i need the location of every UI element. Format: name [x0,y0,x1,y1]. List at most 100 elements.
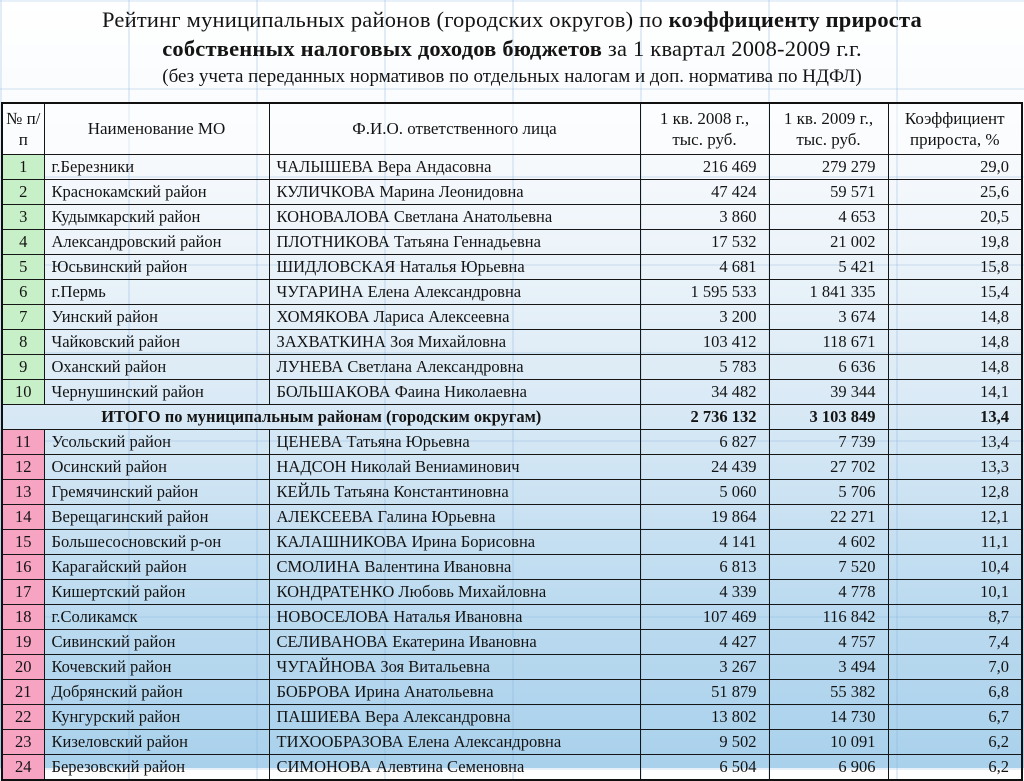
person-cell: СМОЛИНА Валентина Ивановна [268,554,641,580]
coef-cell: 7,4 [887,629,1023,655]
rank-cell: 16 [1,554,45,580]
value-2008-cell: 3 200 [639,304,770,330]
coef-cell: 6,2 [887,754,1023,781]
value-2009-cell: 279 279 [768,154,889,180]
rank-cell: 11 [1,429,45,455]
value-2009-cell: 59 571 [768,179,889,205]
table-row: 16 Карагайский район СМОЛИНА Валентина Ива… [1,554,1023,580]
title-line-1: Рейтинг муниципальных районов (городских… [102,7,922,32]
rating-table: № п/п Наименование МО Ф.И.О. ответственн… [1,102,1023,781]
person-cell: КУЛИЧКОВА Марина Леонидовна [268,179,641,205]
value-2008-cell: 34 482 [639,379,770,405]
value-2008-cell: 4 427 [639,629,770,655]
coef-cell: 25,6 [887,179,1023,205]
person-cell: ХОМЯКОВА Лариса Алексеевна [268,304,641,330]
value-2009-cell: 27 702 [768,454,889,480]
coef-cell: 11,1 [887,529,1023,555]
rank-cell: 18 [1,604,45,630]
person-cell: СЕЛИВАНОВА Екатерина Ивановна [268,629,641,655]
rank-cell: 17 [1,579,45,605]
rank-cell: 6 [1,279,45,305]
value-2009-cell: 7 739 [768,429,889,455]
value-2008-cell: 6 827 [639,429,770,455]
value-2009-cell: 118 671 [768,329,889,355]
header-row: № п/п Наименование МО Ф.И.О. ответственн… [1,102,1023,155]
rank-cell: 23 [1,729,45,755]
value-2008-cell: 19 864 [639,504,770,530]
value-2008-cell: 3 860 [639,204,770,230]
rank-cell: 8 [1,329,45,355]
value-2008-cell: 4 339 [639,579,770,605]
rank-cell: 22 [1,704,45,730]
rank-cell: 10 [1,379,45,405]
table-row: 4 Александровский район ПЛОТНИКОВА Татьяна… [1,229,1023,255]
table-header: № п/п Наименование МО Ф.И.О. ответственн… [1,102,1023,155]
district-cell: Кочевский район [43,654,270,680]
rank-cell: 14 [1,504,45,530]
value-2009-cell: 5 706 [768,479,889,505]
rank-cell: 24 [1,754,45,781]
person-cell: БОБРОВА Ирина Анатольевна [268,679,641,705]
value-2008-cell: 5 060 [639,479,770,505]
coef-cell: 10,4 [887,554,1023,580]
rank-cell: 20 [1,654,45,680]
district-cell: Чернушинский район [43,379,270,405]
coef-cell: 6,7 [887,704,1023,730]
table-row: 1 г.Березники ЧАЛЫШЕВА Вера Андасовна 216 4… [1,154,1023,180]
value-2008-cell: 6 504 [639,754,770,781]
coef-cell: 12,1 [887,504,1023,530]
value-2008-cell: 1 595 533 [639,279,770,305]
district-cell: Добрянский район [43,679,270,705]
table-row: 12 Осинский район НАДСОН Николай Вениамино… [1,454,1023,480]
coef-cell: 14,8 [887,354,1023,380]
title-line-2: собственных налоговых доходов бюджетов з… [162,35,862,61]
value-2008-cell: 9 502 [639,729,770,755]
table-row: 24 Березовский район СИМОНОВА Алевтина Сем… [1,754,1023,781]
coef-cell: 6,2 [887,729,1023,755]
district-cell: Осинский район [43,454,270,480]
district-cell: г.Пермь [43,279,270,305]
total-coef-value: 13,4 [887,404,1023,430]
coef-cell: 13,4 [887,429,1023,455]
person-cell: КОНДРАТЕНКО Любовь Михайловна [268,579,641,605]
table-body: 1 г.Березники ЧАЛЫШЕВА Вера Андасовна 216 4… [1,154,1023,781]
value-2009-cell: 4 778 [768,579,889,605]
title-line-3: (без учета переданных нормативов по отде… [162,65,862,87]
district-cell: Березовский район [43,754,270,781]
value-2008-cell: 107 469 [639,604,770,630]
table-row: 18 г.Соликамск НОВОСЕЛОВА Наталья Ивановна… [1,604,1023,630]
district-cell: Усольский район [43,429,270,455]
table-row: 17 Кишертский район КОНДРАТЕНКО Любовь Мих… [1,579,1023,605]
value-2009-cell: 3 674 [768,304,889,330]
person-cell: ПЛОТНИКОВА Татьяна Геннадьевна [268,229,641,255]
person-cell: ЧАЛЫШЕВА Вера Андасовна [268,154,641,180]
rank-cell: 12 [1,454,45,480]
district-cell: Оханский район [43,354,270,380]
rank-cell: 4 [1,229,45,255]
table-row: 9 Оханский район ЛУНЕВА Светлана Александр… [1,354,1023,380]
value-2008-cell: 216 469 [639,154,770,180]
coef-cell: 14,1 [887,379,1023,405]
value-2009-cell: 4 757 [768,629,889,655]
district-cell: Уинский район [43,304,270,330]
value-2009-cell: 4 653 [768,204,889,230]
table-row: 5 Юсьвинский район ШИДЛОВСКАЯ Наталья Юрье… [1,254,1023,280]
table-row: 2 Краснокамский район КУЛИЧКОВА Марина Лео… [1,179,1023,205]
header-district: Наименование МО [43,102,270,155]
rank-cell: 15 [1,529,45,555]
value-2009-cell: 21 002 [768,229,889,255]
person-cell: ТИХООБРАЗОВА Елена Александровна [268,729,641,755]
value-2009-cell: 7 520 [768,554,889,580]
district-cell: Краснокамский район [43,179,270,205]
value-2009-cell: 6 636 [768,354,889,380]
coef-cell: 7,0 [887,654,1023,680]
coef-cell: 8,7 [887,604,1023,630]
coef-cell: 20,5 [887,204,1023,230]
coef-cell: 19,8 [887,229,1023,255]
rank-cell: 1 [1,154,45,180]
person-cell: ПАШИЕВА Вера Александровна [268,704,641,730]
total-label: ИТОГО по муниципальным районам (городски… [1,404,641,430]
rank-cell: 21 [1,679,45,705]
person-cell: ЛУНЕВА Светлана Александровна [268,354,641,380]
header-2008: 1 кв. 2008 г., тыс. руб. [639,102,770,155]
